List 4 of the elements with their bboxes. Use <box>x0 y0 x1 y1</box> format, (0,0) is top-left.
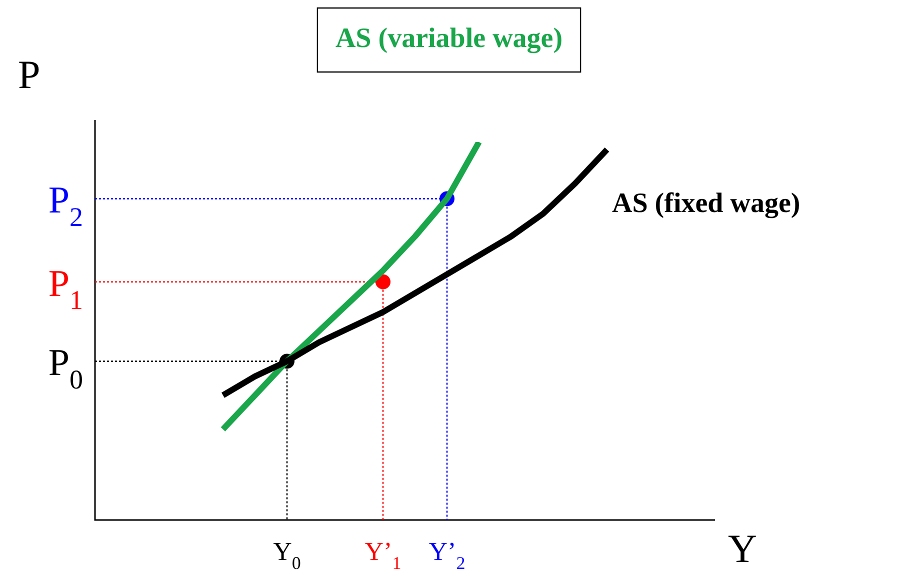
text: AS (variable wage) <box>335 23 563 54</box>
y-axis-title: P <box>18 52 40 97</box>
series-label: AS (fixed wage) <box>612 188 800 219</box>
x-axis-title: Y <box>728 526 757 571</box>
